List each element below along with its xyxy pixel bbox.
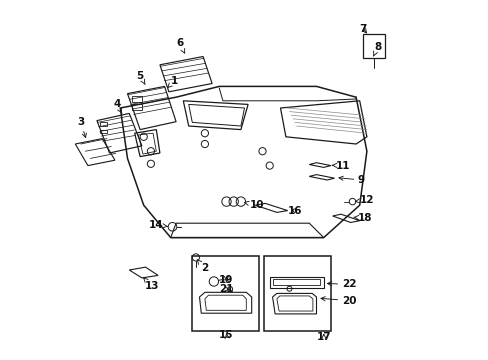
- Text: 9: 9: [338, 175, 364, 185]
- Text: 5: 5: [136, 71, 145, 85]
- Bar: [264, 256, 330, 331]
- Text: 21: 21: [219, 284, 233, 294]
- Bar: [363, 34, 384, 58]
- Text: 12: 12: [355, 195, 373, 205]
- Text: 2: 2: [197, 260, 208, 273]
- Text: 16: 16: [287, 206, 302, 216]
- Text: 4: 4: [113, 99, 122, 113]
- Text: 17: 17: [316, 332, 330, 342]
- Text: 6: 6: [176, 38, 184, 53]
- Text: 20: 20: [320, 296, 355, 306]
- Text: 10: 10: [244, 200, 264, 210]
- Text: 18: 18: [353, 213, 372, 223]
- Text: 13: 13: [143, 278, 159, 291]
- Text: 19: 19: [219, 275, 233, 285]
- Text: 3: 3: [77, 117, 86, 138]
- Text: 8: 8: [373, 42, 381, 56]
- Text: 14: 14: [149, 220, 167, 230]
- Text: 7: 7: [359, 24, 366, 34]
- Text: 15: 15: [219, 330, 233, 340]
- Text: 11: 11: [331, 161, 350, 171]
- Text: 22: 22: [327, 279, 355, 289]
- Bar: [192, 256, 258, 331]
- Text: 1: 1: [167, 76, 178, 87]
